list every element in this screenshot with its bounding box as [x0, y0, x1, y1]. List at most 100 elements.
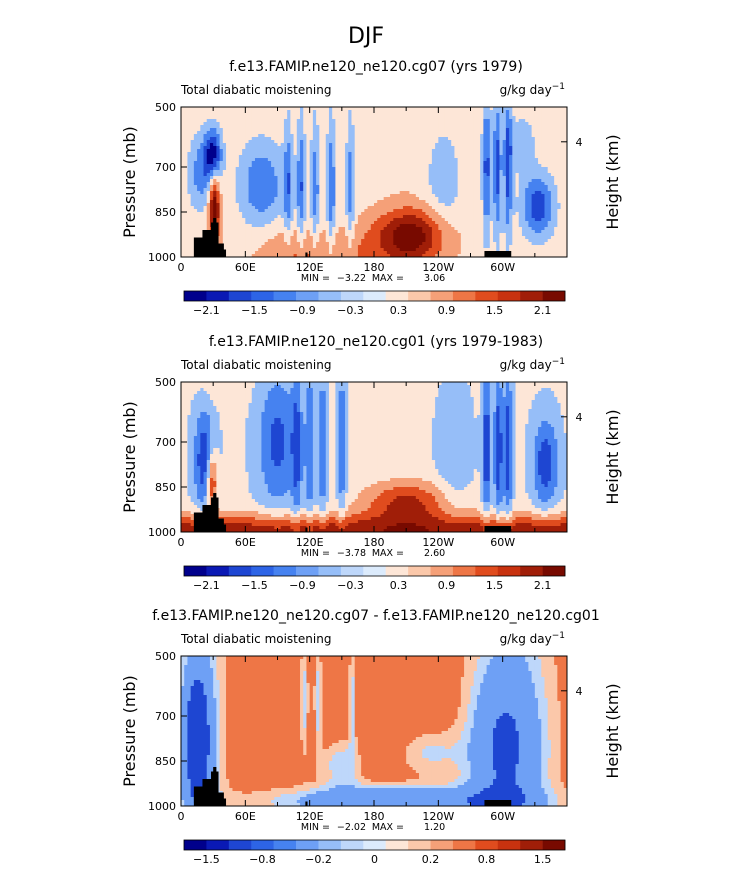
heatmap-cell — [361, 230, 365, 234]
heatmap-cell — [261, 227, 266, 231]
heatmap-cell — [435, 224, 439, 228]
heatmap-cell — [441, 146, 446, 150]
heatmap-cell — [509, 161, 513, 165]
heatmap-cell — [409, 122, 414, 126]
heatmap-cell — [316, 179, 320, 183]
heatmap-cell — [476, 209, 481, 213]
heatmap-cell — [254, 119, 259, 123]
heatmap-cell — [550, 131, 555, 135]
heatmap-cell — [457, 182, 462, 186]
heatmap-cell — [380, 215, 385, 219]
heatmap-cell — [493, 224, 497, 228]
heatmap-cell — [345, 203, 349, 207]
heatmap-cell — [380, 170, 385, 174]
heatmap-cell — [399, 146, 404, 150]
heatmap-cell — [248, 182, 253, 186]
heatmap-cell — [534, 176, 539, 180]
heatmap-cell — [380, 203, 385, 207]
heatmap-cell — [447, 179, 452, 183]
heatmap-cell — [560, 170, 565, 174]
heatmap-cell — [370, 194, 375, 198]
heatmap-cell — [325, 128, 330, 132]
heatmap-cell — [296, 134, 301, 138]
heatmap-cell — [209, 209, 214, 213]
heatmap-cell — [187, 128, 192, 132]
heatmap-cell — [538, 182, 542, 186]
heatmap-cell — [409, 110, 414, 114]
heatmap-cell — [525, 128, 529, 132]
heatmap-cell — [557, 164, 562, 168]
heatmap-cell — [184, 197, 189, 201]
heatmap-cell — [518, 173, 523, 177]
heatmap-cell — [518, 224, 523, 228]
heatmap-cell — [393, 182, 398, 186]
heatmap-cell — [206, 116, 211, 120]
heatmap-cell — [470, 158, 475, 162]
heatmap-cell — [457, 200, 462, 204]
heatmap-cell — [226, 134, 230, 138]
heatmap-cell — [521, 107, 526, 111]
heatmap-cell — [518, 188, 523, 192]
heatmap-cell — [190, 113, 195, 117]
heatmap-cell — [364, 146, 369, 150]
heatmap-cell — [415, 161, 420, 165]
heatmap-cell — [383, 113, 388, 117]
heatmap-cell — [222, 218, 227, 222]
heatmap-cell — [190, 179, 195, 183]
heatmap-cell — [181, 224, 185, 228]
heatmap-cell — [374, 227, 378, 231]
heatmap-cell — [454, 173, 459, 177]
heatmap-cell — [361, 203, 365, 207]
heatmap-cell — [316, 173, 320, 177]
heatmap-cell — [422, 134, 427, 138]
heatmap-cell — [309, 155, 314, 159]
heatmap-cell — [502, 155, 507, 159]
heatmap-cell — [216, 125, 221, 129]
heatmap-cell — [251, 227, 256, 231]
heatmap-cell — [541, 194, 546, 198]
heatmap-cell — [377, 170, 382, 174]
heatmap-cell — [550, 107, 555, 111]
heatmap-cell — [364, 230, 369, 234]
heatmap-cell — [370, 146, 375, 150]
heatmap-cell — [222, 119, 227, 123]
heatmap-cell — [512, 209, 517, 213]
heatmap-cell — [447, 152, 452, 156]
heatmap-cell — [348, 158, 353, 162]
heatmap-cell — [470, 227, 475, 231]
heatmap-cell — [306, 143, 311, 147]
heatmap-cell — [393, 149, 398, 153]
heatmap-cell — [560, 125, 565, 129]
heatmap-cell — [402, 122, 407, 126]
heatmap-cell — [499, 182, 504, 186]
heatmap-cell — [464, 149, 468, 153]
heatmap-cell — [332, 200, 336, 204]
heatmap-cell — [187, 221, 192, 225]
heatmap-cell — [261, 134, 266, 138]
heatmap-cell — [251, 191, 256, 195]
heatmap-cell — [435, 215, 439, 219]
heatmap-cell — [557, 188, 562, 192]
heatmap-cell — [538, 161, 542, 165]
heatmap-cell — [306, 164, 311, 168]
heatmap-cell — [229, 191, 234, 195]
heatmap-cell — [441, 131, 446, 135]
heatmap-cell — [354, 170, 359, 174]
heatmap-cell — [486, 155, 491, 159]
heatmap-cell — [412, 179, 417, 183]
heatmap-cell — [422, 185, 427, 189]
heatmap-cell — [229, 179, 234, 183]
heatmap-cell — [345, 161, 349, 165]
heatmap-cell — [235, 158, 240, 162]
heatmap-cell — [386, 191, 391, 195]
heatmap-cell — [409, 146, 414, 150]
heatmap-cell — [473, 137, 478, 141]
heatmap-cell — [467, 197, 472, 201]
heatmap-cell — [287, 131, 291, 135]
heatmap-cell — [254, 215, 259, 219]
heatmap-cell — [238, 191, 243, 195]
heatmap-cell — [296, 188, 301, 192]
heatmap-cell — [422, 215, 427, 219]
heatmap-cell — [238, 212, 243, 216]
heatmap-cell — [412, 203, 417, 207]
